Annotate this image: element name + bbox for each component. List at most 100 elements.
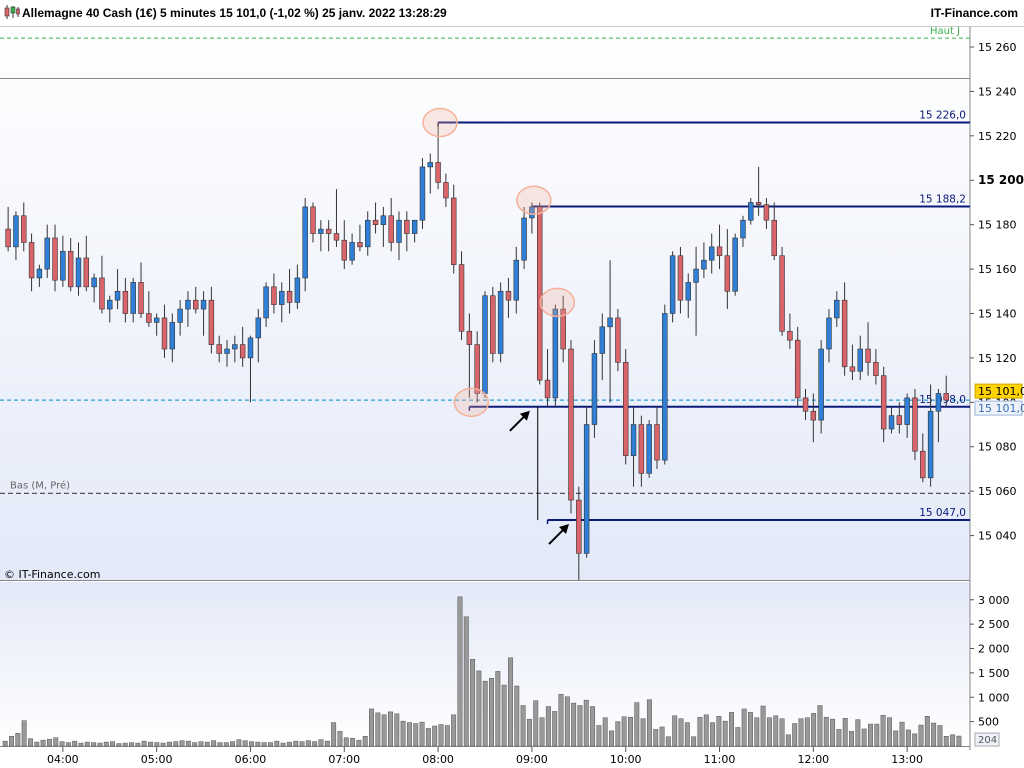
price-tick-label: 15 260 bbox=[978, 41, 1017, 54]
candle-body bbox=[349, 242, 355, 261]
candle-body bbox=[388, 215, 394, 243]
price-level-label: 15 226,0 bbox=[919, 109, 966, 121]
arrow-head bbox=[558, 524, 569, 535]
candle-body bbox=[318, 228, 324, 234]
volume-bar bbox=[823, 716, 829, 747]
volume-bar bbox=[773, 715, 779, 747]
volume-bar bbox=[558, 694, 564, 747]
volume-bar bbox=[369, 708, 374, 747]
price-tick-label: 15 120 bbox=[978, 352, 1017, 365]
volume-bar bbox=[261, 742, 267, 747]
volume-bar bbox=[381, 714, 387, 747]
volume-bar bbox=[211, 740, 217, 747]
time-tick-label: 11:00 bbox=[704, 753, 736, 766]
volume-bar bbox=[198, 741, 204, 747]
candle-body bbox=[458, 264, 465, 332]
candle-body bbox=[779, 255, 785, 332]
volume-bar bbox=[28, 738, 33, 747]
candle-body bbox=[36, 268, 43, 279]
volume-bar bbox=[640, 718, 646, 747]
volume-bar bbox=[659, 726, 665, 747]
candle-body bbox=[208, 299, 215, 345]
volume-bar bbox=[375, 712, 381, 747]
volume-bar bbox=[160, 742, 166, 747]
volume-bar bbox=[337, 731, 343, 747]
volume-bar bbox=[413, 723, 419, 747]
volume-bar bbox=[268, 742, 273, 747]
volume-bar bbox=[482, 680, 488, 747]
candle-body bbox=[466, 330, 473, 345]
candle-body bbox=[505, 290, 512, 301]
volume-bar bbox=[634, 702, 640, 747]
candle-body bbox=[529, 206, 535, 219]
candle-body bbox=[161, 317, 168, 350]
volume-bar bbox=[691, 736, 697, 747]
volume-bar bbox=[451, 714, 457, 747]
candle-body bbox=[810, 410, 817, 421]
volume-bar bbox=[122, 742, 128, 747]
volume-bar bbox=[609, 730, 614, 747]
volume-bar bbox=[46, 738, 52, 747]
volume-bar bbox=[564, 696, 570, 747]
volume-bar bbox=[470, 658, 476, 747]
volume-bar bbox=[350, 737, 356, 747]
price-level-label: 15 047,0 bbox=[919, 507, 966, 519]
volume-bar bbox=[943, 736, 949, 747]
volume-bar bbox=[356, 739, 362, 747]
candle-body bbox=[263, 286, 269, 319]
volume-bar bbox=[735, 727, 741, 747]
volume-bar bbox=[533, 700, 539, 747]
volume-bar bbox=[154, 742, 160, 747]
candle-body bbox=[83, 257, 90, 288]
volume-bar bbox=[855, 719, 861, 747]
volume-bar bbox=[760, 705, 766, 747]
candle-body bbox=[443, 182, 449, 199]
candle-body bbox=[310, 206, 316, 234]
candle-body bbox=[294, 277, 301, 303]
volume-bar bbox=[388, 711, 393, 747]
candle-body bbox=[146, 313, 152, 323]
candle-body bbox=[888, 415, 895, 430]
candle-body bbox=[435, 162, 441, 183]
candle-body bbox=[865, 348, 871, 363]
last-price-label: 15 101,0 bbox=[978, 385, 1024, 398]
candle-body bbox=[857, 348, 863, 372]
volume-bar bbox=[236, 739, 242, 747]
candle-body bbox=[44, 237, 50, 270]
volume-bar bbox=[912, 733, 918, 747]
candle-body bbox=[662, 313, 668, 461]
volume-bar bbox=[280, 742, 286, 747]
price-tick-label: 15 080 bbox=[978, 441, 1017, 454]
volume-bar bbox=[836, 729, 842, 747]
candle-body bbox=[896, 415, 903, 425]
candle-body bbox=[787, 330, 793, 341]
candle-body bbox=[91, 277, 97, 288]
volume-bar bbox=[653, 729, 659, 747]
time-tick-label: 07:00 bbox=[328, 753, 360, 766]
volume-bar bbox=[305, 740, 311, 747]
candle-body bbox=[920, 450, 926, 479]
time-tick-label: 05:00 bbox=[141, 753, 173, 766]
volume-bar bbox=[299, 741, 305, 747]
volume-bar bbox=[419, 721, 425, 747]
candle-body bbox=[357, 242, 363, 248]
chart-title: Allemagne 40 Cash (1€) 5 minutes 15 101,… bbox=[22, 6, 447, 20]
candle-body bbox=[544, 379, 551, 399]
candle-body bbox=[107, 299, 113, 310]
volume-bar bbox=[950, 734, 956, 747]
volume-bar bbox=[874, 723, 880, 747]
candle-body bbox=[52, 237, 58, 281]
candle-body bbox=[451, 197, 457, 265]
candle-body bbox=[5, 228, 11, 248]
volume-bar bbox=[545, 706, 551, 747]
volume-bar bbox=[425, 728, 431, 747]
volume-bar bbox=[312, 741, 318, 747]
candle-body bbox=[794, 339, 801, 399]
volume-bar bbox=[286, 741, 292, 747]
highlight-circle bbox=[453, 387, 490, 418]
volume-bar bbox=[34, 741, 40, 747]
volume-bar bbox=[331, 722, 337, 747]
candle-body bbox=[497, 290, 504, 354]
time-tick-label: 06:00 bbox=[235, 753, 267, 766]
